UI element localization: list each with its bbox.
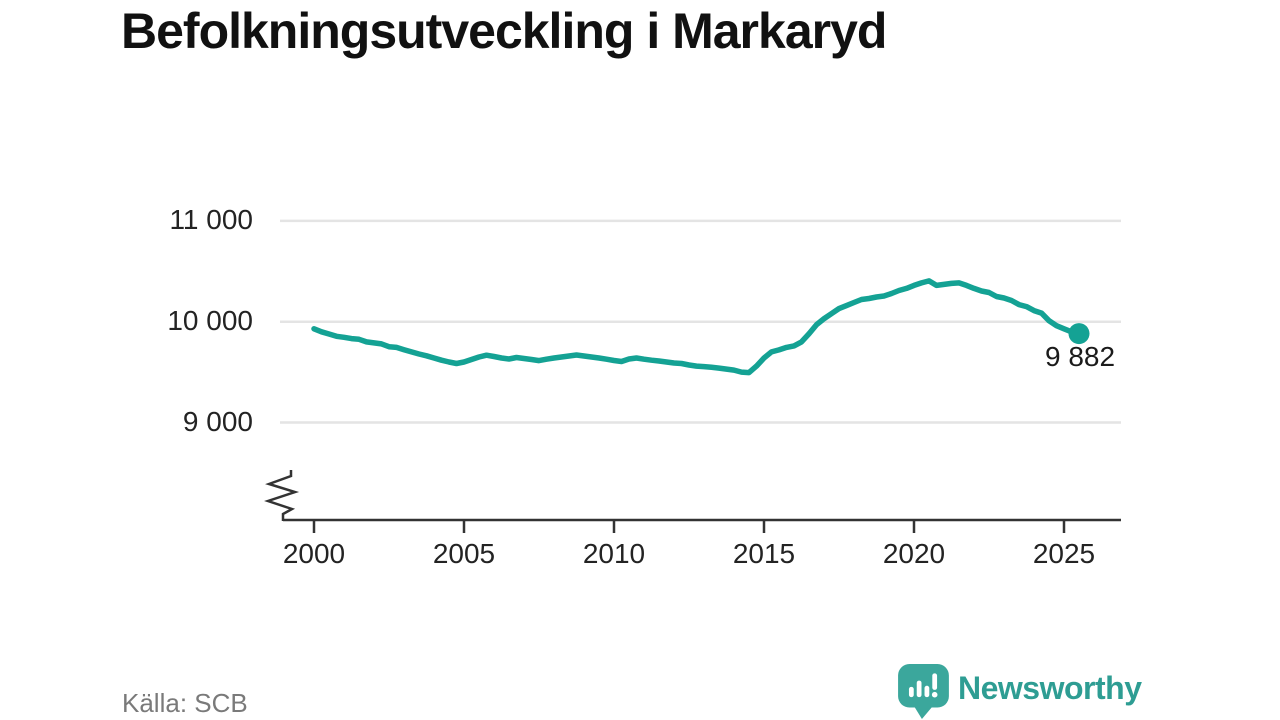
x-tick-label: 2015 xyxy=(732,538,796,569)
axis-break-icon xyxy=(264,470,300,521)
newsworthy-logo-icon xyxy=(898,664,949,719)
end-point-marker xyxy=(1068,323,1090,345)
newsworthy-wordmark: Newsworthy xyxy=(958,670,1142,706)
y-tick-label: 9 000 xyxy=(182,405,253,437)
x-tick-label: 2000 xyxy=(282,538,346,569)
y-tick-label: 10 000 xyxy=(167,304,253,336)
source-note: Källa: SCB xyxy=(122,688,248,718)
x-tick-label: 2025 xyxy=(1032,538,1096,569)
x-tick-label: 2010 xyxy=(582,538,646,569)
x-tick-label: 2020 xyxy=(882,538,946,569)
page-title: Befolkningsutveckling i Markaryd xyxy=(121,3,887,59)
population-line xyxy=(311,278,1082,376)
end-value-label: 9 882 xyxy=(1045,340,1116,372)
newsworthy-brand: Newsworthy xyxy=(898,664,1142,720)
y-tick-label: 11 000 xyxy=(169,203,253,235)
x-tick-label: 2005 xyxy=(432,538,496,569)
